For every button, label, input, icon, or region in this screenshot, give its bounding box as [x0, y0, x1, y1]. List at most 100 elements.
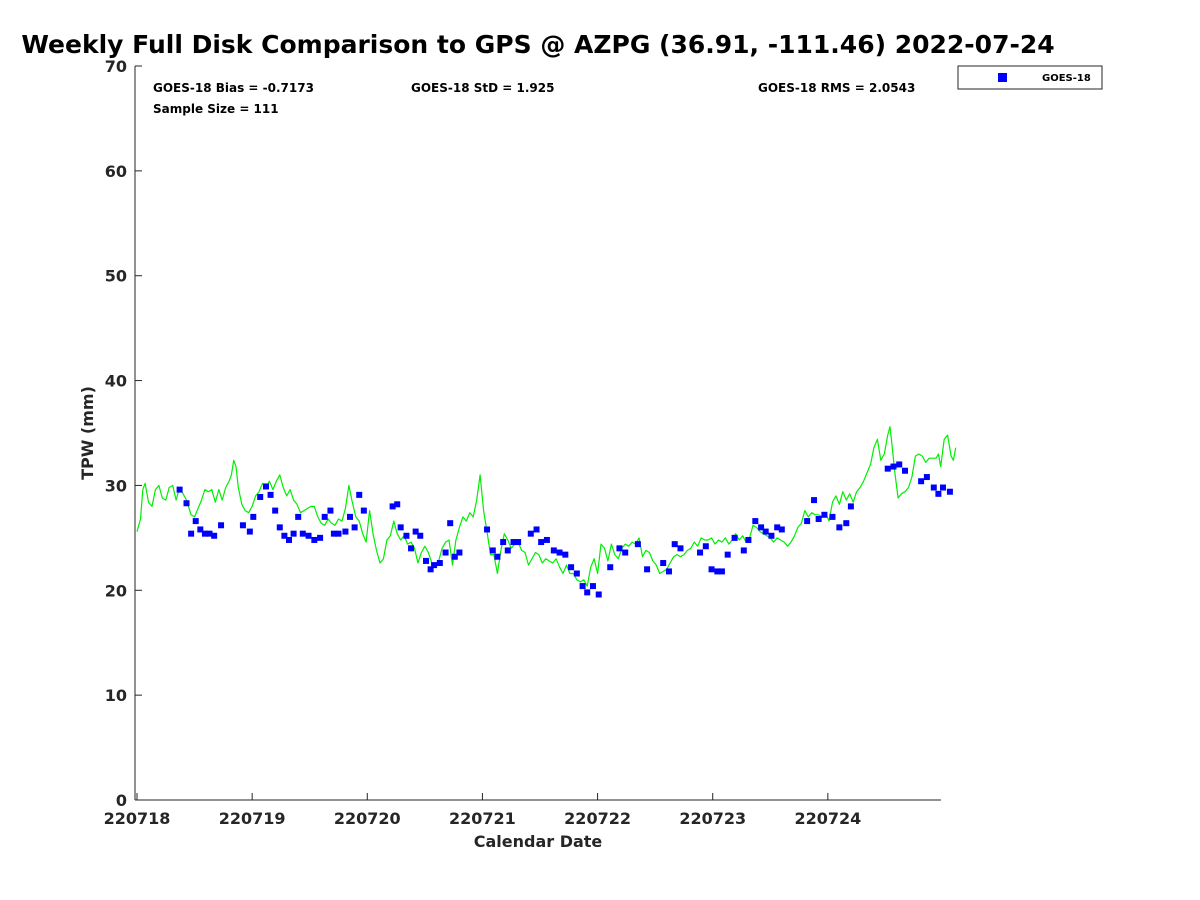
goes-18-point	[436, 560, 443, 567]
rms-stat: GOES-18 RMS = 2.0543	[758, 81, 915, 95]
goes-18-point	[305, 532, 312, 539]
goes-18-point	[533, 526, 540, 533]
goes-18-point	[677, 545, 684, 552]
x-tick-label: 220722	[564, 809, 631, 828]
goes-18-point	[774, 524, 781, 531]
sample-size-stat: Sample Size = 111	[153, 102, 279, 116]
goes-18-point	[408, 545, 415, 552]
goes-18-point	[290, 530, 297, 537]
goes-18-point	[724, 551, 731, 558]
goes-18-point	[946, 488, 953, 495]
goes-18-point	[821, 511, 828, 518]
goes-18-point	[197, 526, 204, 533]
y-tick-label: 60	[105, 162, 127, 181]
goes-18-point	[267, 491, 274, 498]
bias-stat: GOES-18 Bias = -0.7173	[153, 81, 314, 95]
goes-18-point	[504, 547, 511, 554]
goes-18-point	[758, 524, 765, 531]
x-tick-label: 220724	[794, 809, 861, 828]
goes-18-point	[257, 493, 264, 500]
goes-18-point	[731, 534, 738, 541]
goes-18-series	[176, 461, 953, 598]
goes-18-point	[447, 520, 454, 527]
goes-18-point	[442, 549, 449, 556]
std-stat: GOES-18 StD = 1.925	[411, 81, 554, 95]
goes-18-point	[829, 513, 836, 520]
legend-marker-goes-18	[998, 73, 1007, 82]
goes-18-point	[718, 568, 725, 575]
y-tick-label: 50	[105, 267, 127, 286]
goes-18-point	[568, 564, 575, 571]
goes-18-point	[804, 518, 811, 525]
goes-18-point	[412, 528, 419, 535]
goes-18-point	[489, 547, 496, 554]
goes-18-point	[389, 503, 396, 510]
goes-18-point	[847, 503, 854, 510]
goes-18-point	[218, 522, 225, 529]
goes-18-point	[239, 522, 246, 529]
goes-18-point	[515, 539, 522, 546]
goes-18-point	[884, 465, 891, 472]
goes-18-point	[311, 536, 318, 543]
goes-18-point	[427, 566, 434, 573]
x-tick-label: 220721	[449, 809, 516, 828]
goes-18-point	[815, 515, 822, 522]
goes-18-point	[295, 513, 302, 520]
x-tick-label: 220723	[679, 809, 746, 828]
y-tick-label: 0	[116, 791, 127, 810]
gps-line	[136, 426, 957, 587]
goes-18-point	[423, 557, 430, 564]
goes-18-point	[556, 549, 563, 556]
goes-18-point	[403, 532, 410, 539]
goes-18-point	[356, 491, 363, 498]
goes-18-point	[607, 564, 614, 571]
goes-18-point	[896, 461, 903, 468]
plot-area	[134, 66, 941, 801]
goes-18-point	[697, 549, 704, 556]
goes-18-point	[351, 524, 358, 531]
goes-18-point	[451, 553, 458, 560]
goes-18-point	[550, 547, 557, 554]
goes-18-point	[644, 566, 651, 573]
goes-18-point	[708, 566, 715, 573]
goes-18-point	[342, 528, 349, 535]
goes-18-point	[176, 486, 183, 493]
goes-18-point	[250, 513, 257, 520]
goes-18-point	[584, 589, 591, 596]
goes-18-point	[500, 539, 507, 546]
goes-18-point	[843, 520, 850, 527]
goes-18-point	[671, 541, 678, 548]
goes-18-point	[714, 568, 721, 575]
goes-18-point	[622, 549, 629, 556]
goes-18-point	[201, 530, 208, 537]
x-tick-label: 220719	[219, 809, 286, 828]
goes-18-point	[902, 467, 909, 474]
goes-18-point	[299, 530, 306, 537]
goes-18-point	[456, 549, 463, 556]
goes-18-point	[762, 528, 769, 535]
goes-18-point	[211, 532, 218, 539]
goes-18-point	[836, 524, 843, 531]
legend: GOES-18	[957, 65, 1103, 90]
goes-18-point	[397, 524, 404, 531]
goes-18-point	[510, 539, 517, 546]
goes-18-point	[188, 530, 195, 537]
goes-18-point	[335, 530, 342, 537]
y-tick-label: 70	[105, 57, 127, 76]
chart-title: Weekly Full Disk Comparison to GPS @ AZP…	[21, 30, 1054, 59]
goes-18-point	[562, 551, 569, 558]
x-tick-label: 220718	[104, 809, 171, 828]
goes-18-point	[752, 518, 759, 525]
goes-18-point	[321, 513, 328, 520]
y-axis-label: TPW (mm)	[78, 386, 97, 480]
goes-18-point	[538, 539, 545, 546]
goes-18-point	[206, 530, 213, 537]
goes-18-point	[573, 570, 580, 577]
goes-18-point	[285, 536, 292, 543]
y-tick-label: 20	[105, 581, 127, 600]
goes-18-point	[923, 474, 930, 481]
y-ticks: 0 10 20 30 40 50 60 70	[105, 57, 142, 810]
goes-18-point	[935, 490, 942, 497]
goes-18-point	[740, 547, 747, 554]
goes-18-point	[616, 545, 623, 552]
